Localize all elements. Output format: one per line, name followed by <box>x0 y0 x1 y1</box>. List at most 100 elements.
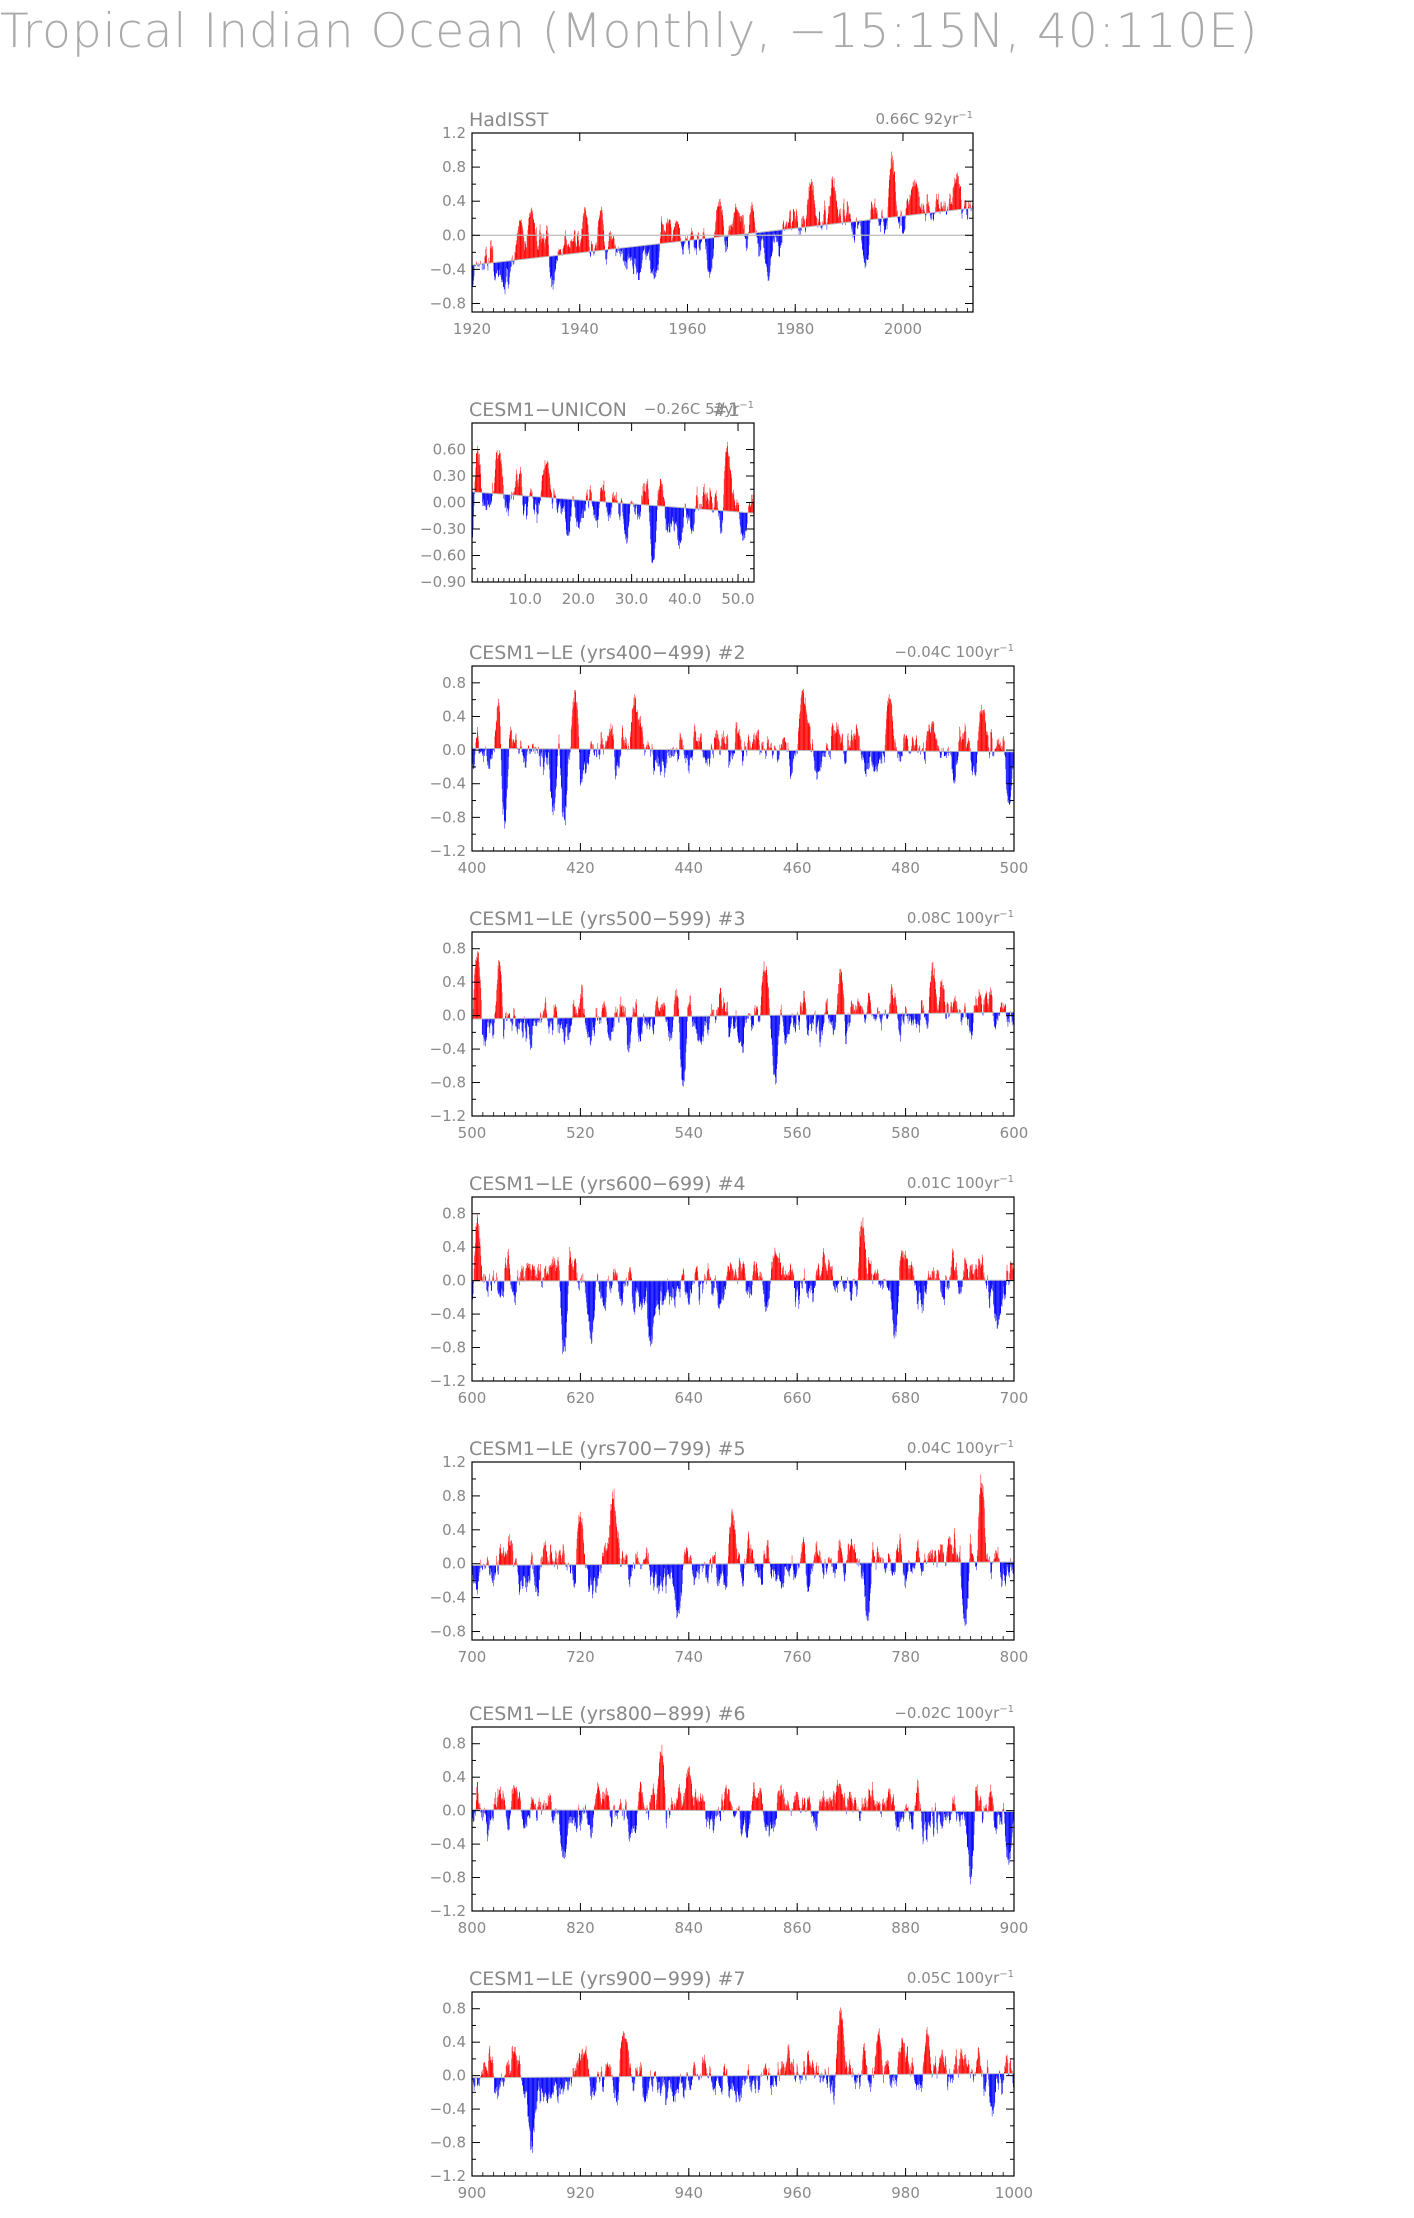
anomaly-bar <box>1013 1012 1014 1024</box>
anomaly-bar <box>734 1015 735 1028</box>
anomaly-bar <box>631 246 633 261</box>
anomaly-bar <box>548 1018 549 1029</box>
anomaly-bar <box>551 256 552 288</box>
anomaly-bar <box>854 221 856 236</box>
anomaly-bar <box>937 1010 939 1014</box>
anomaly-bar <box>565 1280 566 1352</box>
anomaly-bar <box>570 1263 572 1281</box>
anomaly-bar <box>931 721 933 752</box>
anomaly-bar <box>774 1015 776 1075</box>
anomaly-bar <box>529 217 530 259</box>
anomaly-bar <box>600 744 601 750</box>
anomaly-bar <box>771 1015 772 1038</box>
anomaly-bar <box>901 751 903 757</box>
anomaly-bar <box>915 1013 917 1024</box>
anomaly-bar <box>557 1017 558 1026</box>
anomaly-bar <box>549 748 550 770</box>
anomaly-bar <box>599 501 600 505</box>
anomaly-bar <box>661 486 663 507</box>
anomaly-bar <box>591 1017 593 1037</box>
anomaly-bar <box>655 244 656 272</box>
anomaly-bar <box>996 1012 998 1020</box>
anomaly-bar <box>473 989 475 1019</box>
anomaly-bar <box>669 506 671 533</box>
anomaly-bar <box>649 244 650 260</box>
anomaly-bar <box>687 1004 689 1017</box>
anomaly-bar <box>893 747 895 752</box>
anomaly-bar <box>565 498 567 523</box>
anomaly-bar <box>650 244 652 274</box>
anomaly-bar <box>679 1016 681 1050</box>
anomaly-bar <box>558 248 560 256</box>
anomaly-bar <box>516 1280 518 1284</box>
anomaly-bar <box>910 195 912 216</box>
anomaly-bar <box>873 1014 875 1020</box>
anomaly-bar <box>874 203 875 220</box>
anomaly-bar <box>777 1015 778 1057</box>
anomaly-bar <box>970 748 971 752</box>
anomaly-bar <box>947 748 948 752</box>
anomaly-bar <box>775 749 777 751</box>
anomaly-bar <box>859 1004 861 1015</box>
anomaly-bar <box>616 492 617 503</box>
x-tick-label: 560 <box>783 1124 812 1142</box>
anomaly-bar <box>968 1012 970 1028</box>
anomaly-bar <box>509 1013 510 1019</box>
anomaly-bar <box>796 211 797 229</box>
anomaly-bar <box>977 740 978 752</box>
anomaly-bar <box>859 1002 861 1015</box>
anomaly-bar <box>542 748 543 758</box>
anomaly-bar <box>603 1000 605 1018</box>
anomaly-bar <box>605 1006 607 1018</box>
anomaly-bar <box>947 751 949 753</box>
anomaly-bar <box>719 510 721 528</box>
anomaly-bar <box>676 988 678 1017</box>
anomaly-bar <box>827 218 829 225</box>
anomaly-bar <box>483 1018 485 1046</box>
anomaly-bar <box>778 1015 779 1036</box>
anomaly-bar <box>658 749 660 767</box>
anomaly-bar <box>548 748 549 753</box>
anomaly-bar <box>709 749 711 764</box>
anomaly-bar <box>594 1017 596 1026</box>
anomaly-bar <box>714 230 716 238</box>
anomaly-bar <box>957 1010 958 1013</box>
anomaly-bar <box>890 698 891 751</box>
anomaly-bar <box>956 751 958 765</box>
anomaly-bar <box>593 749 594 753</box>
anomaly-bar <box>788 1015 790 1035</box>
y-tick-label: −0.60 <box>420 547 466 565</box>
anomaly-bar <box>976 1004 978 1013</box>
anomaly-bar <box>595 1280 596 1288</box>
anomaly-bar <box>654 1010 656 1017</box>
anomaly-bar <box>539 497 541 501</box>
anomaly-bar <box>569 499 571 522</box>
anomaly-bar <box>551 256 552 276</box>
anomaly-bar <box>500 453 501 495</box>
anomaly-bar <box>694 726 696 750</box>
anomaly-bar <box>780 1004 782 1016</box>
anomaly-bar <box>829 750 830 758</box>
y-tick-label: 0.0 <box>442 741 466 759</box>
anomaly-bar <box>913 1013 914 1024</box>
anomaly-bar <box>590 1017 592 1042</box>
anomaly-bar <box>972 751 973 772</box>
anomaly-bar <box>570 1017 572 1025</box>
anomaly-bar <box>640 245 641 272</box>
anomaly-bar <box>683 507 684 518</box>
anomaly-bar <box>674 222 676 242</box>
anomaly-bar <box>867 750 869 769</box>
anomaly-bar <box>1009 751 1011 803</box>
anomaly-bar <box>690 749 692 758</box>
anomaly-bar <box>792 1015 793 1019</box>
anomaly-bar <box>701 1016 702 1042</box>
anomaly-bar <box>678 749 679 760</box>
anomaly-bar <box>746 1015 748 1020</box>
anomaly-bar <box>542 748 544 767</box>
anomaly-bar <box>682 1016 684 1081</box>
anomaly-bar <box>503 748 505 810</box>
anomaly-bar <box>953 186 954 211</box>
anomaly-bar <box>516 473 518 496</box>
anomaly-bar <box>981 712 982 752</box>
anomaly-bar <box>543 237 545 257</box>
